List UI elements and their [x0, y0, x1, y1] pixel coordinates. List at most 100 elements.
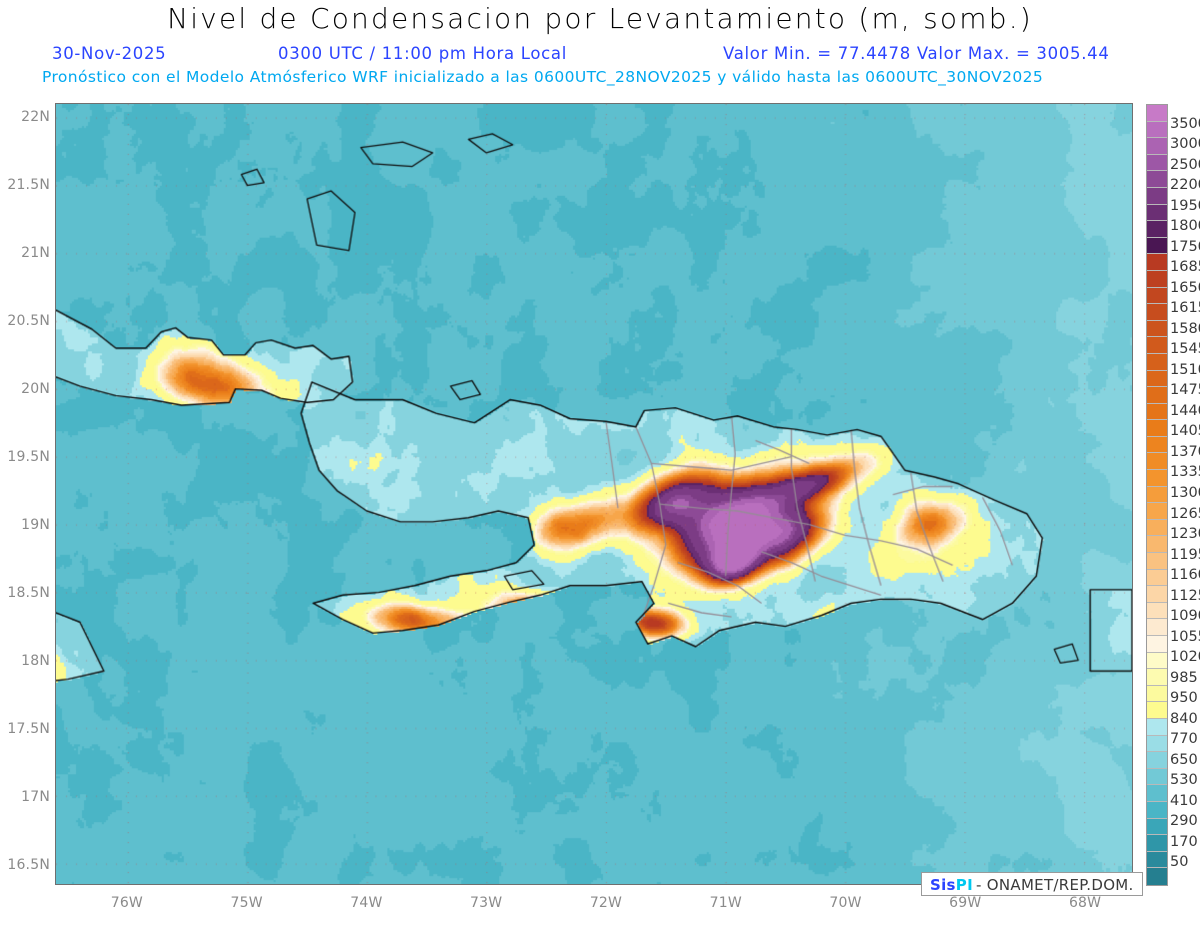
- colorbar-tick-label: 1685: [1170, 259, 1200, 276]
- lat-tick-label: 18N: [21, 652, 50, 669]
- colorbar-swatch: [1147, 420, 1167, 437]
- value-range-readout: Valor Min. = 77.4478 Valor Max. = 3005.4…: [723, 44, 1110, 63]
- colorbar-tick-label: 410: [1170, 792, 1198, 809]
- lon-tick-label: 69W: [949, 895, 982, 911]
- model-description: Pronóstico con el Modelo Atmósferico WRF…: [42, 68, 1044, 86]
- colorbar-swatch: [1147, 735, 1167, 753]
- colorbar-tick-label: 1405: [1170, 423, 1200, 440]
- lat-tick-label: 21N: [21, 244, 50, 261]
- colorbar-tick-label: 1475: [1170, 382, 1200, 399]
- colorbar-tick-label: 1545: [1170, 341, 1200, 358]
- colorbar-swatch: [1147, 569, 1167, 587]
- colorbar-swatch: [1147, 353, 1167, 371]
- colorbar-tick-label: 2200: [1170, 177, 1200, 194]
- lat-tick-label: 22N: [21, 108, 50, 125]
- colorbar-swatch: [1147, 304, 1167, 321]
- colorbar-swatch: [1147, 470, 1167, 487]
- lat-tick-label: 16.5N: [7, 856, 50, 873]
- colorbar-swatch: [1147, 221, 1167, 238]
- colorbar-swatch: [1147, 619, 1167, 636]
- lat-tick-label: 21.5N: [7, 176, 50, 193]
- lat-tick-label: 20N: [21, 380, 50, 397]
- colorbar-tick-label: 1090: [1170, 608, 1200, 625]
- colorbar-swatch: [1147, 436, 1167, 454]
- logo-brand-pi: PI: [955, 875, 973, 894]
- colorbar-tick-label: 1615: [1170, 300, 1200, 317]
- lat-tick-label: 20.5N: [7, 312, 50, 329]
- colorbar-swatch: [1147, 403, 1167, 421]
- colorbar-swatch: [1147, 801, 1167, 819]
- colorbar-swatch: [1147, 154, 1167, 172]
- colorbar-tick-label: 530: [1170, 772, 1198, 789]
- colorbar-swatch: [1147, 851, 1167, 869]
- colorbar-tick-label: 1195: [1170, 546, 1200, 563]
- colorbar-swatch: [1147, 669, 1167, 686]
- colorbar-swatch: [1147, 503, 1167, 520]
- colorbar-tick-label: 1055: [1170, 628, 1200, 645]
- lon-tick-label: 75W: [230, 895, 263, 911]
- colorbar-tick-label: 1440: [1170, 402, 1200, 419]
- colorbar-tick-label: 650: [1170, 751, 1198, 768]
- colorbar-swatch: [1147, 486, 1167, 504]
- map-plot-area[interactable]: [55, 103, 1133, 885]
- colorbar-swatch: [1147, 453, 1167, 471]
- colorbar-swatch: [1147, 636, 1167, 653]
- colorbar-labels: 3500 3000 2500 2200 1950 1800 1750 1685 1650 1615…: [1170, 104, 1200, 894]
- lon-tick-label: 71W: [709, 895, 742, 911]
- lat-tick-label: 19.5N: [7, 448, 50, 465]
- colorbar-tick-label: 1950: [1170, 197, 1200, 214]
- forecast-date: 30-Nov-2025: [52, 44, 167, 63]
- colorbar-tick-label: 3000: [1170, 136, 1200, 153]
- colorbar-tick-label: 950: [1170, 690, 1198, 707]
- lon-tick-label: 72W: [589, 895, 623, 911]
- colorbar-tick-label: 985: [1170, 669, 1198, 686]
- colorbar-swatch: [1147, 835, 1167, 852]
- lcl-shaded-field: [56, 104, 1132, 884]
- colorbar-swatch: [1147, 868, 1167, 885]
- colorbar-swatch: [1147, 685, 1167, 703]
- colorbar-tick-label: 290: [1170, 813, 1198, 830]
- colorbar-tick-label: 1800: [1170, 218, 1200, 235]
- colorbar-swatch: [1147, 105, 1167, 122]
- colorbar-swatch: [1147, 752, 1167, 769]
- colorbar-tick-label: 1370: [1170, 443, 1200, 460]
- colorbar-tick-label: 2500: [1170, 156, 1200, 173]
- lon-tick-label: 68W: [1068, 895, 1102, 911]
- colorbar-tick-label: 1580: [1170, 320, 1200, 337]
- logo-organization: - ONAMET/REP.DOM.: [975, 875, 1134, 894]
- lon-tick-label: 76W: [110, 895, 143, 911]
- colorbar-tick-label: 50: [1170, 854, 1189, 871]
- colorbar-swatch: [1147, 718, 1167, 736]
- colorbar-swatch: [1147, 652, 1167, 670]
- lat-tick-label: 18.5N: [7, 584, 50, 601]
- colorbar-tick-label: 1160: [1170, 567, 1200, 584]
- colorbar-swatch: [1147, 254, 1167, 271]
- colorbar-tick-label: 1750: [1170, 238, 1200, 255]
- colorbar-swatch: [1147, 121, 1167, 139]
- colorbar-tick-label: 1265: [1170, 505, 1200, 522]
- colorbar-tick-label: 1125: [1170, 587, 1200, 604]
- colorbar-tick-label: 1230: [1170, 526, 1200, 543]
- colorbar-tick-label: 770: [1170, 731, 1198, 748]
- colorbar-swatch: [1147, 370, 1167, 388]
- colorbar-tick-label: 1020: [1170, 649, 1200, 666]
- colorbar-swatch: [1147, 536, 1167, 554]
- colorbar-swatch: [1147, 287, 1167, 305]
- colorbar-swatch: [1147, 553, 1167, 570]
- provider-logo: Sis PI - ONAMET/REP.DOM.: [921, 872, 1143, 896]
- lat-tick-label: 19N: [21, 516, 50, 533]
- chart-header: Nivel de Condensacion por Levantamiento …: [0, 0, 1200, 100]
- colorbar-swatch: [1147, 187, 1167, 205]
- colorbar-swatch: [1147, 204, 1167, 222]
- colorbar-tick-label: 170: [1170, 833, 1198, 850]
- colorbar-tick-label: 1335: [1170, 464, 1200, 481]
- colorbar-swatch: [1147, 171, 1167, 188]
- lon-tick-label: 70W: [829, 895, 862, 911]
- colorbar: [1146, 104, 1168, 886]
- colorbar-swatch: [1147, 270, 1167, 288]
- colorbar-tick-label: 3500: [1170, 115, 1200, 132]
- colorbar-swatch: [1147, 586, 1167, 603]
- colorbar-swatch: [1147, 768, 1167, 786]
- colorbar-swatch: [1147, 818, 1167, 836]
- colorbar-swatch: [1147, 138, 1167, 155]
